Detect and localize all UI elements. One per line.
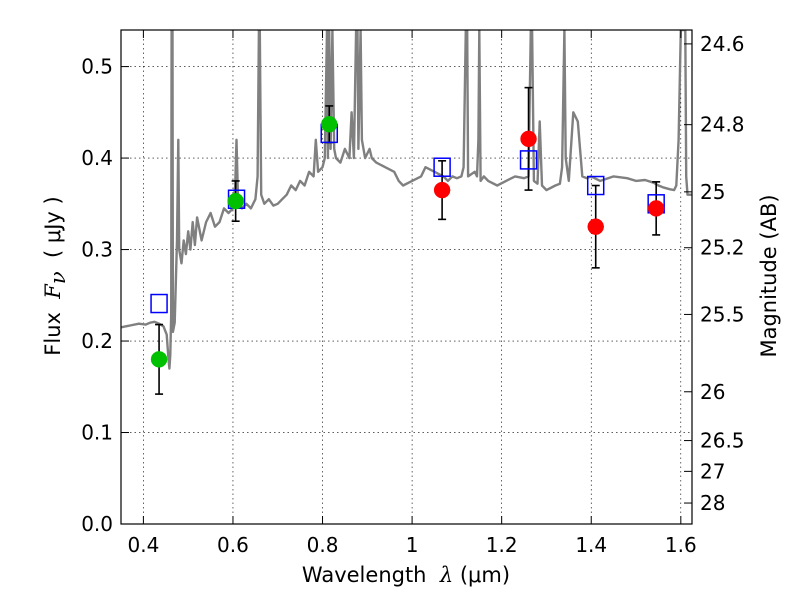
- grid-lines: [121, 30, 692, 525]
- x-tick-label: 0.6: [217, 533, 249, 557]
- x-axis-label-unit: (μm): [453, 563, 510, 587]
- x-axis-label: Wavelength λ (μm): [302, 563, 510, 587]
- model-square-marker: [586, 175, 605, 196]
- y-tick-label: 0.5: [81, 55, 113, 79]
- error-bars: [155, 86, 661, 395]
- mag-tick-label: 25.5: [700, 302, 745, 326]
- y-tick-label: 0.0: [81, 512, 113, 536]
- mag-tick-label: 24.8: [700, 113, 745, 137]
- y2-axis-label: Magnitude (AB): [757, 194, 781, 357]
- plot-frame: [120, 29, 693, 525]
- template-spectrum: [121, 30, 692, 370]
- x-tick-label: 1.2: [486, 533, 518, 557]
- x-tick-label: 1.6: [665, 533, 697, 557]
- x-tick-label: 1.4: [575, 533, 607, 557]
- detection-marker: [433, 181, 451, 199]
- y-axis-label-symbol: F: [41, 283, 65, 300]
- data-markers: [150, 115, 665, 368]
- detection-marker: [320, 115, 338, 133]
- axis-ticks: 0.4 0.6 0.8 1 1.2 1.4 1.6 0.0 0.1 0.2 0.3 0.4 0.5 24.…: [81, 30, 745, 557]
- mag-tick-label: 25.2: [700, 236, 745, 260]
- detection-marker: [227, 192, 244, 210]
- spectrum-line: [121, 30, 692, 370]
- detection-marker: [647, 200, 665, 217]
- y-axis-label-prefix: Flux: [41, 299, 65, 356]
- detection-marker: [520, 130, 537, 148]
- detection-marker: [587, 218, 604, 235]
- x-tick-label: 0.8: [307, 533, 339, 557]
- x-tick-label: 1: [406, 533, 419, 557]
- model-square-marker: [519, 150, 538, 170]
- y-tick-label: 0.4: [81, 146, 113, 170]
- y-axis-label-subscript: ν: [46, 271, 70, 284]
- y-axis-label: Flux Fν ( μJy ): [41, 196, 70, 355]
- y-tick-label: 0.1: [81, 421, 113, 445]
- model-square-marker: [433, 157, 451, 177]
- detection-marker: [150, 351, 168, 368]
- x-axis-label-prefix: Wavelength: [302, 563, 440, 587]
- y-axis-label-unit: ( μJy ): [41, 196, 65, 271]
- x-axis-label-symbol: λ: [439, 563, 453, 587]
- mag-tick-label: 24.6: [700, 32, 745, 56]
- mag-tick-label: 26: [700, 380, 725, 404]
- model-square-marker: [150, 293, 168, 314]
- y-tick-label: 0.3: [81, 238, 113, 262]
- x-tick-label: 0.4: [127, 533, 159, 557]
- mag-tick-label: 28: [700, 491, 725, 515]
- mag-tick-label: 26.5: [700, 429, 745, 453]
- y-tick-label: 0.2: [81, 329, 113, 353]
- mag-tick-label: 27: [700, 459, 725, 483]
- mag-tick-label: 25: [700, 180, 725, 204]
